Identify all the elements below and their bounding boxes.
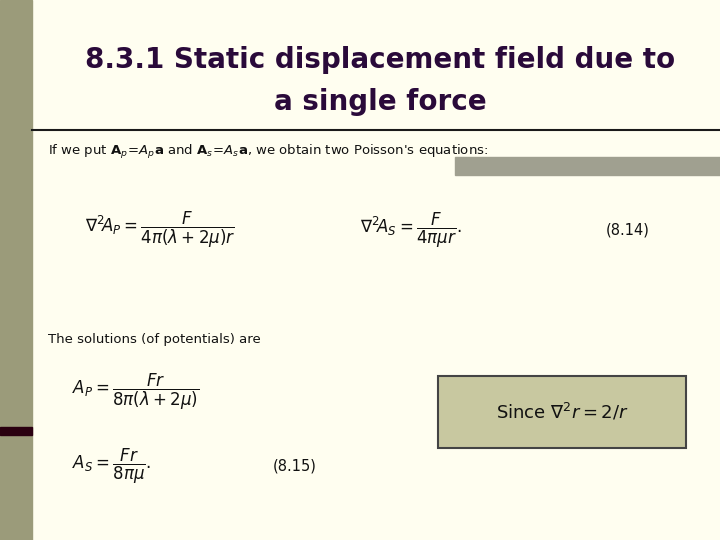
Text: Since $\nabla^2 r = 2/r$: Since $\nabla^2 r = 2/r$: [495, 401, 629, 422]
Text: $\nabla^2\!A_S = \dfrac{F}{4\pi\mu r}.$: $\nabla^2\!A_S = \dfrac{F}{4\pi\mu r}.$: [360, 211, 462, 249]
Text: $\nabla^2\!A_P = \dfrac{F}{4\pi(\lambda+2\mu)r}$: $\nabla^2\!A_P = \dfrac{F}{4\pi(\lambda+…: [85, 210, 235, 250]
Text: 8.3.1 Static displacement field due to: 8.3.1 Static displacement field due to: [85, 46, 675, 74]
FancyBboxPatch shape: [438, 376, 686, 448]
Bar: [0, 0, 32, 540]
Text: If we put $\mathbf{A}_p\!=\!A_p\mathbf{a}$ and $\mathbf{A}_s\!=\!A_s\mathbf{a}$,: If we put $\mathbf{A}_p\!=\!A_p\mathbf{a…: [48, 143, 488, 161]
Text: $A_S = \dfrac{Fr}{8\pi\mu}.$: $A_S = \dfrac{Fr}{8\pi\mu}.$: [72, 447, 151, 485]
Text: (8.14): (8.14): [606, 222, 650, 238]
Text: The solutions (of potentials) are: The solutions (of potentials) are: [48, 334, 261, 347]
Bar: [455, 157, 720, 175]
Text: a single force: a single force: [274, 88, 486, 116]
Bar: [0, 427, 32, 435]
Text: (8.15): (8.15): [273, 458, 317, 474]
Text: $A_P = \dfrac{Fr}{8\pi(\lambda+2\mu)}$: $A_P = \dfrac{Fr}{8\pi(\lambda+2\mu)}$: [72, 372, 199, 412]
